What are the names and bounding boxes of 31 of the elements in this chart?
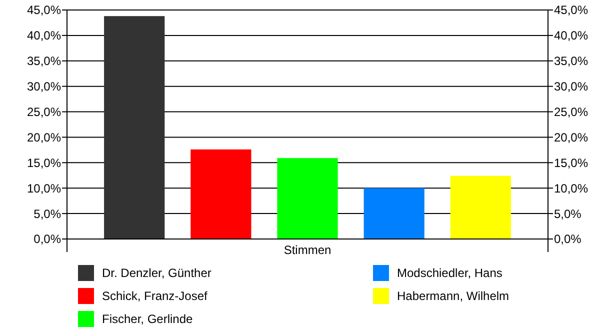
text: 5,0% — [554, 206, 582, 221]
y-tick-label: 10,0% — [26, 181, 62, 196]
x-tick-label: Stimmen — [284, 243, 332, 257]
y-tick-label: 35,0% — [26, 54, 62, 68]
legend-label: Modschiedler, Hans — [397, 266, 502, 280]
y-tick-label: 15,0% — [26, 156, 62, 170]
y-tick-label: 25,0% — [26, 104, 62, 119]
legend-label: Fischer, Gerlinde — [102, 312, 194, 326]
bar — [277, 158, 338, 239]
text: 35,0% — [554, 54, 588, 68]
bar — [450, 176, 511, 239]
bar — [190, 149, 252, 239]
text: 30,0% — [554, 80, 588, 94]
y-tick-label: 0,0% — [34, 232, 62, 246]
y-tick-label: 30,0% — [26, 80, 62, 94]
legend-label: Dr. Denzler, Günther — [102, 266, 212, 280]
text: 0,0% — [554, 232, 582, 246]
bar — [104, 16, 165, 239]
y-tick-label: 20,0% — [26, 130, 62, 144]
y-tick-label: 45,0% — [26, 3, 62, 18]
text: 10,0% — [554, 181, 588, 196]
y-tick-label: 5,0% — [34, 206, 62, 221]
bar — [364, 188, 424, 239]
text: 40,0% — [554, 28, 588, 43]
legend-label: Schick, Franz-Josef — [102, 289, 208, 304]
text: 45,0% — [554, 3, 588, 18]
text: 25,0% — [554, 104, 588, 119]
legend-label: Habermann, Wilhelm — [397, 289, 510, 304]
y-tick-label: 40,0% — [26, 28, 62, 43]
text: 15,0% — [554, 156, 588, 170]
text: 20,0% — [554, 130, 588, 144]
